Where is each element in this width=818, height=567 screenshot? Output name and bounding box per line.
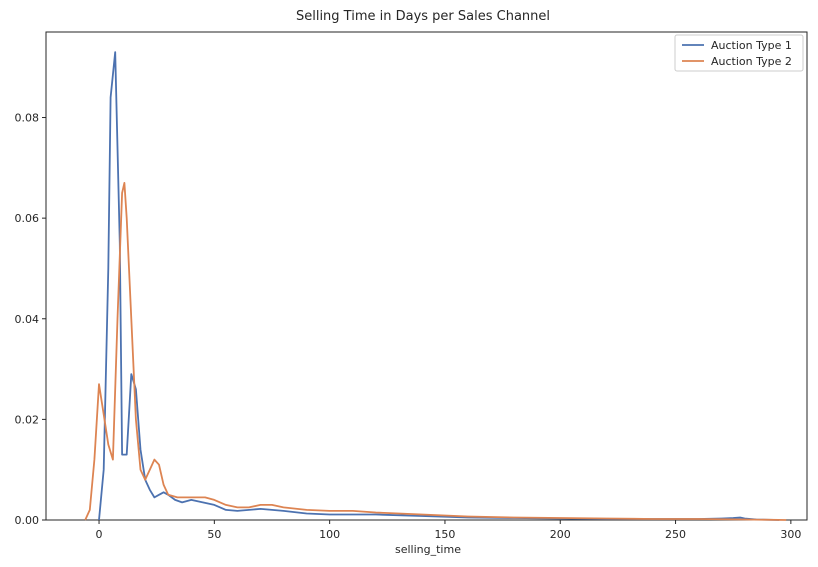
x-tick-label: 50 xyxy=(207,528,221,541)
chart-legend: Auction Type 1 Auction Type 2 xyxy=(674,34,804,72)
y-tick-label: 0.08 xyxy=(15,112,40,125)
x-tick-label: 300 xyxy=(780,528,801,541)
x-tick-label: 250 xyxy=(665,528,686,541)
x-axis-label: selling_time xyxy=(395,543,461,556)
y-tick-label: 0.02 xyxy=(15,413,40,426)
x-tick-label: 0 xyxy=(96,528,103,541)
y-tick-label: 0.06 xyxy=(15,212,40,225)
x-tick-label: 200 xyxy=(550,528,571,541)
x-tick-label: 150 xyxy=(434,528,455,541)
legend-box xyxy=(674,34,804,72)
x-axis-ticks: 0 50 100 150 200 250 300 xyxy=(96,520,801,541)
series-line-auction-type-2 xyxy=(84,181,787,521)
y-axis-ticks: 0.00 0.02 0.04 0.06 0.08 xyxy=(15,112,46,527)
plot-area xyxy=(45,31,808,521)
chart-title: Selling Time in Days per Sales Channel xyxy=(296,9,550,24)
x-tick-label: 100 xyxy=(319,528,340,541)
legend-label-auction-type-2: Auction Type 2 xyxy=(711,55,792,68)
legend-label-auction-type-1: Auction Type 1 xyxy=(711,39,792,52)
y-tick-label: 0.00 xyxy=(15,514,40,527)
series-layer xyxy=(84,51,787,521)
y-tick-label: 0.04 xyxy=(15,313,40,326)
